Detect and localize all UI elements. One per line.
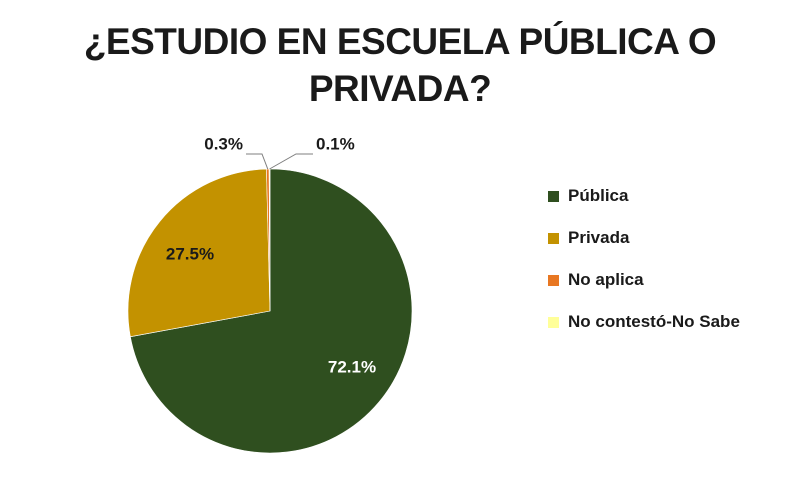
data-label-privada: 27.5%	[166, 244, 214, 263]
leader-line-no-contesto-no-sabe	[269, 153, 313, 170]
legend-label-privada: Privada	[568, 228, 630, 247]
pie-slice-privada	[127, 168, 271, 338]
legend-swatch-no-aplica	[548, 274, 559, 286]
data-label-publica: 72.1%	[328, 357, 376, 376]
data-label-no-contesto-no-sabe: 0.1%	[316, 134, 355, 153]
legend-item-privada: Privada	[548, 228, 740, 248]
legend-label-no-contesto: No contestó-No Sabe	[568, 312, 740, 331]
legend-swatch-privada	[548, 232, 559, 244]
chart-title-line-1: ¿ESTUDIO EN ESCUELA PÚBLICA O	[83, 21, 717, 62]
leader-line-no-aplica	[246, 153, 269, 170]
legend-item-no-contesto: No contestó-No Sabe	[548, 312, 740, 332]
legend-item-no-aplica: No aplica	[548, 270, 740, 290]
chart-legend: Pública Privada No aplica No contestó-No…	[548, 186, 740, 354]
legend-label-no-aplica: No aplica	[568, 270, 644, 289]
legend-label-publica: Pública	[568, 186, 629, 205]
pie-slice-publica	[130, 168, 413, 454]
legend-item-publica: Pública	[548, 186, 740, 206]
legend-swatch-publica	[548, 190, 559, 202]
chart-title-line-2: PRIVADA?	[308, 68, 492, 109]
legend-swatch-no-contesto	[548, 316, 559, 328]
chart-title: ¿ESTUDIO EN ESCUELA PÚBLICA O PRIVADA?	[0, 18, 800, 112]
data-label-no-aplica: 0.3%	[204, 134, 243, 153]
